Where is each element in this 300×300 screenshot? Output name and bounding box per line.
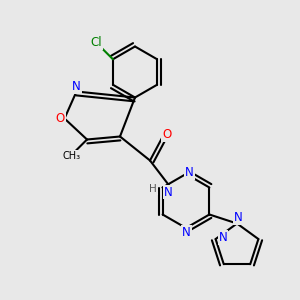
Text: H: H xyxy=(149,184,157,194)
Text: CH₃: CH₃ xyxy=(63,151,81,161)
Text: N: N xyxy=(182,226,191,239)
Text: N: N xyxy=(164,185,172,199)
Text: N: N xyxy=(234,211,243,224)
Text: N: N xyxy=(219,231,227,244)
Text: N: N xyxy=(72,80,81,94)
Text: O: O xyxy=(162,128,171,142)
Text: N: N xyxy=(185,166,194,179)
Text: Cl: Cl xyxy=(91,36,102,49)
Text: O: O xyxy=(56,112,64,125)
